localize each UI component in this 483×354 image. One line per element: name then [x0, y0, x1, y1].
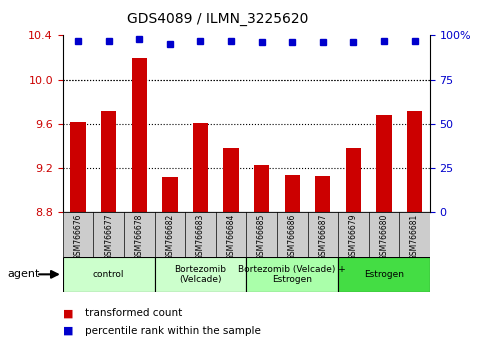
Text: GSM766682: GSM766682 — [165, 214, 174, 260]
Text: transformed count: transformed count — [85, 308, 182, 318]
Bar — [346, 148, 361, 212]
Text: GSM766676: GSM766676 — [73, 214, 83, 260]
Text: percentile rank within the sample: percentile rank within the sample — [85, 326, 260, 336]
Bar — [315, 176, 330, 212]
Text: Bortezomib (Velcade) +
Estrogen: Bortezomib (Velcade) + Estrogen — [238, 265, 346, 284]
Bar — [131, 58, 147, 212]
Bar — [284, 175, 300, 212]
Text: Estrogen: Estrogen — [364, 270, 404, 279]
Bar — [246, 257, 338, 292]
Bar — [376, 115, 392, 212]
Bar — [223, 148, 239, 212]
Text: agent: agent — [7, 269, 40, 279]
Bar — [407, 110, 422, 212]
Bar — [162, 177, 177, 212]
Bar — [338, 257, 430, 292]
Text: GSM766677: GSM766677 — [104, 214, 113, 260]
Text: GSM766681: GSM766681 — [410, 214, 419, 260]
Text: ■: ■ — [63, 308, 73, 318]
Text: GSM766683: GSM766683 — [196, 214, 205, 260]
Text: GSM766686: GSM766686 — [288, 214, 297, 260]
Bar — [254, 165, 270, 212]
Text: GSM766678: GSM766678 — [135, 214, 144, 260]
Text: GSM766680: GSM766680 — [380, 214, 388, 260]
Bar — [193, 123, 208, 212]
Bar — [101, 110, 116, 212]
Text: GDS4089 / ILMN_3225620: GDS4089 / ILMN_3225620 — [127, 12, 308, 27]
Bar — [63, 257, 155, 292]
Text: GSM766679: GSM766679 — [349, 214, 358, 260]
Text: GSM766685: GSM766685 — [257, 214, 266, 260]
Text: GSM766684: GSM766684 — [227, 214, 236, 260]
Bar — [155, 257, 246, 292]
Text: control: control — [93, 270, 125, 279]
Text: GSM766687: GSM766687 — [318, 214, 327, 260]
Bar — [71, 122, 86, 212]
Text: Bortezomib
(Velcade): Bortezomib (Velcade) — [174, 265, 227, 284]
Text: ■: ■ — [63, 326, 73, 336]
